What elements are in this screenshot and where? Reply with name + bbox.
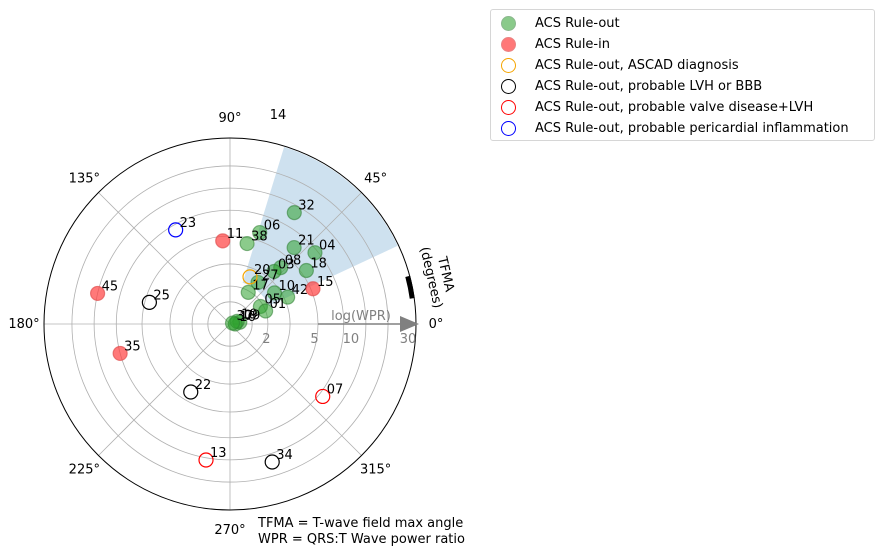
note-tfma: TFMA = T-wave field max angle	[258, 516, 464, 531]
data-point-label: 11	[227, 227, 244, 242]
data-point	[242, 269, 258, 285]
legend-label: ACS Rule-out, probable LVH or BBB	[535, 79, 763, 94]
radial-tick-labels: 2 5 10 30	[262, 332, 416, 347]
data-point-label: 42	[292, 283, 309, 298]
data-point-label: 35	[124, 339, 141, 354]
tfma-arc-marker	[405, 275, 415, 299]
data-point-label: 04	[319, 239, 336, 254]
data-point-label: 20	[254, 263, 271, 278]
legend-label: ACS Rule-out, probable valve disease+LVH	[535, 100, 814, 115]
grid-spoke	[98, 192, 231, 325]
data-point-label: 34	[276, 448, 293, 463]
data-point-label: 25	[153, 288, 170, 303]
data-point	[252, 224, 268, 241]
data-point	[305, 281, 321, 297]
angle-tick-labels: 0° 45° 90° 135° 180° 225° 270° 315°	[8, 111, 443, 538]
radial-tick-label: 30	[400, 332, 417, 347]
angle-tick-label: 270°	[214, 523, 245, 538]
radial-axis-label: log(WPR)	[331, 309, 391, 324]
data-point	[307, 245, 323, 261]
data-point-label: 45	[102, 279, 119, 294]
grid-spoke	[98, 323, 231, 456]
data-point	[264, 454, 280, 470]
data-point	[112, 345, 128, 362]
radial-tick-label: 10	[343, 332, 360, 347]
data-point	[266, 263, 282, 280]
data-point	[141, 294, 157, 311]
legend-label: ACS Rule-out	[535, 16, 620, 31]
data-point	[280, 289, 296, 305]
angle-tick-label: 90°	[218, 111, 241, 126]
data-point-label: 07	[327, 382, 344, 397]
data-point	[258, 303, 274, 319]
data-point	[183, 384, 199, 400]
angle-axis-label: TFMA(degrees)	[416, 246, 456, 310]
data-point-label: 10	[278, 279, 295, 294]
data-point-label: 15	[317, 275, 334, 290]
legend-marker	[501, 79, 516, 94]
data-point-label: 17	[252, 278, 269, 293]
data-point	[240, 284, 256, 300]
data-point-label: 13	[210, 446, 227, 461]
axis-labels: log(WPR) TFMA(degrees) 14	[270, 108, 457, 324]
legend-marker	[501, 37, 516, 52]
legend-label: ACS Rule-out, ASCAD diagnosis	[535, 58, 739, 73]
data-point-label: 18	[310, 257, 327, 272]
data-point-label: 37	[237, 309, 254, 324]
data-point-label: 05	[264, 292, 281, 307]
data-point-label: 08	[285, 254, 302, 269]
radial-tick-label: 2	[262, 332, 270, 347]
legend-marker	[501, 121, 516, 136]
angle-tick-label: 45°	[364, 171, 387, 186]
data-point-label: 01	[270, 297, 287, 312]
data-point	[286, 205, 302, 221]
data-point	[286, 239, 302, 256]
data-point-label: 09	[244, 308, 261, 323]
data-point-label: 06	[264, 219, 281, 234]
data-point	[168, 222, 184, 238]
data-point-label: 16	[239, 310, 256, 325]
wedge-label: 14	[270, 108, 287, 123]
data-point	[239, 235, 255, 252]
angle-tick-label: 225°	[69, 463, 100, 478]
note-wpr: WPR = QRS:T Wave power ratio	[258, 532, 465, 547]
data-point	[224, 315, 241, 331]
legend: ACS Rule-out ACS Rule-in ACS Rule-out, ASC…	[490, 9, 875, 141]
angle-tick-label: 135°	[69, 171, 100, 186]
legend-marker	[501, 58, 516, 73]
legend-label: ACS Rule-in	[535, 37, 610, 52]
data-point	[298, 262, 314, 279]
angle-tick-label: 315°	[360, 463, 391, 478]
data-point	[198, 452, 214, 468]
grid-spoke	[229, 323, 362, 456]
legend-marker	[501, 100, 516, 115]
data-point-label: 27	[262, 268, 279, 283]
data-point-label: 38	[251, 230, 268, 245]
data-point-label: 32	[298, 199, 315, 214]
data-point	[215, 233, 231, 249]
legend-label: ACS Rule-out, probable pericardial infla…	[535, 121, 849, 136]
legend-marker	[501, 16, 516, 31]
data-point	[315, 388, 331, 405]
data-point-label: 21	[298, 234, 315, 249]
data-point-label: 22	[195, 378, 212, 393]
grid-spoke	[229, 192, 362, 325]
angle-tick-label: 180°	[8, 317, 39, 332]
data-point	[89, 285, 106, 302]
radial-axis-arrowhead	[400, 316, 419, 332]
data-point	[250, 274, 266, 291]
data-point-label: 03	[278, 258, 295, 273]
angle-tick-label: 0°	[429, 317, 444, 332]
data-point-label: 19	[241, 307, 258, 322]
radial-tick-label: 5	[310, 332, 318, 347]
data-point-label: 23	[180, 216, 197, 231]
